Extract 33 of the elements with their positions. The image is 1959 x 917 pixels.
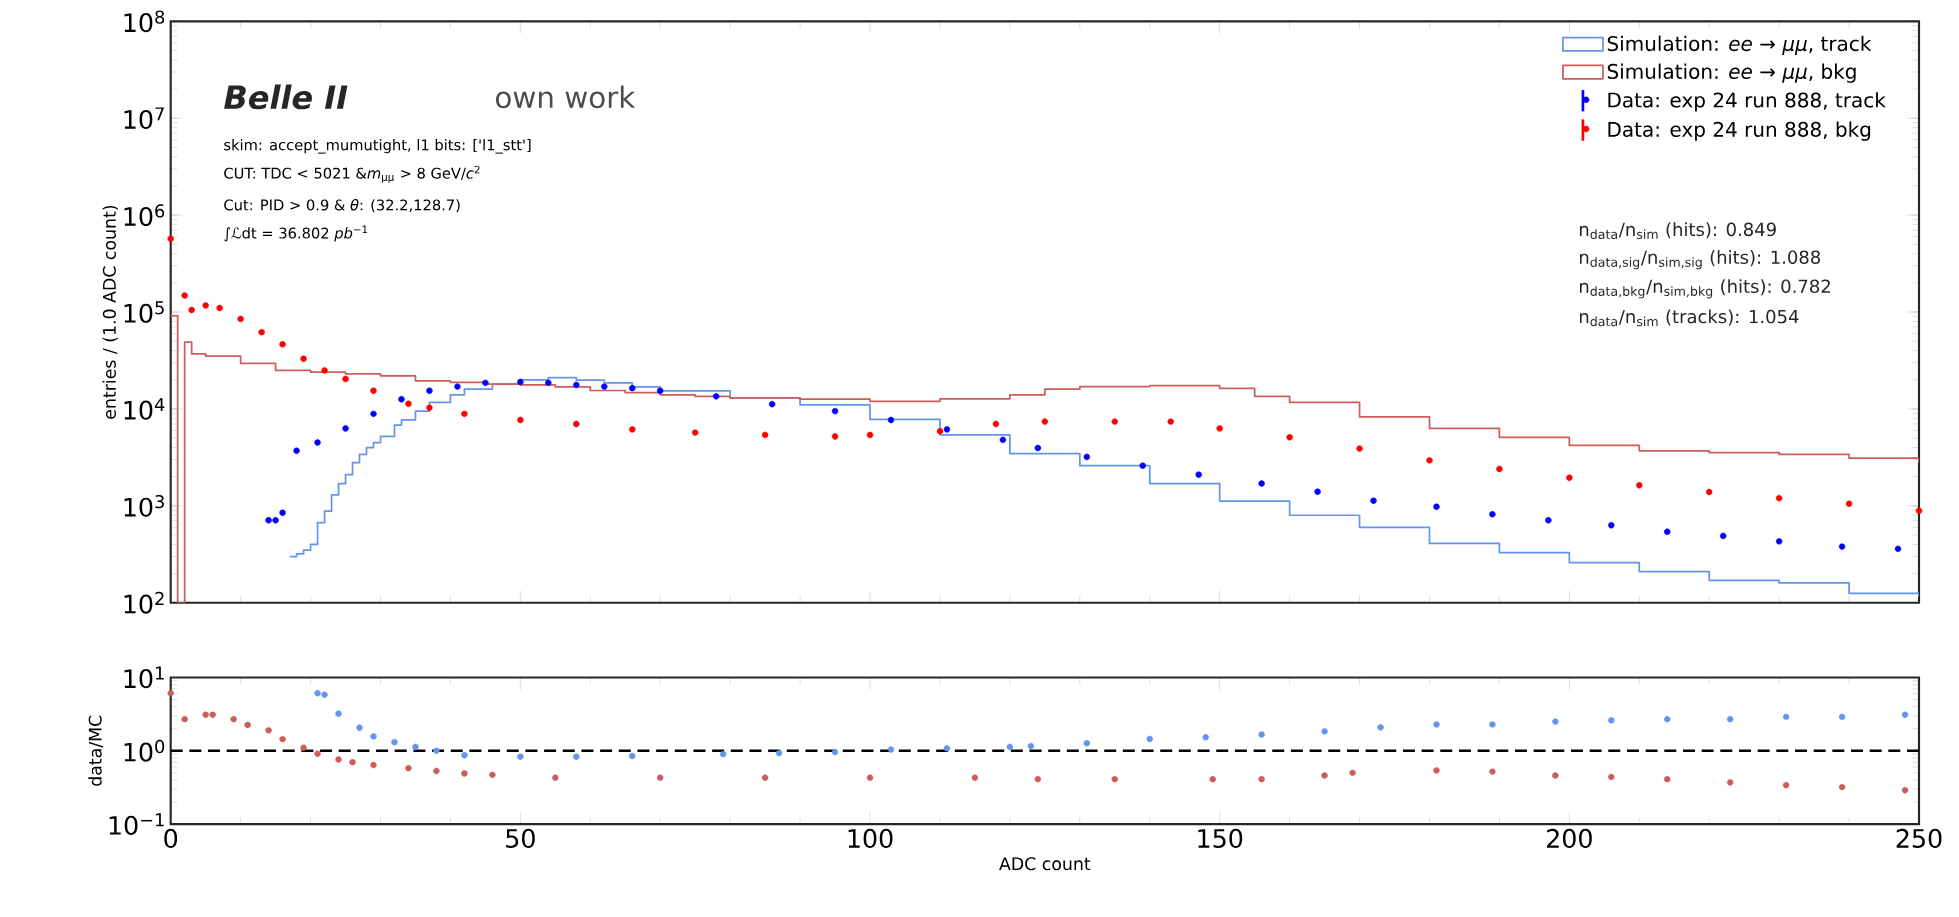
annotation: own work <box>496 85 636 109</box>
y-tick-label: 10$^{7}$ <box>124 107 164 129</box>
y-tick-label: 10$^{3}$ <box>124 494 164 517</box>
annotation: n$_{data}$/n$_{sim}$ (tracks): 1.054 <box>1579 309 1799 327</box>
annotation: Cut: PID > 0.9 & θ: (32.2,128.7) <box>224 198 460 212</box>
annotation: skim: accept_mumutight, l1 bits: ['l1_stt'] <box>224 138 531 154</box>
x-tick-label: 100 <box>848 828 893 848</box>
y-tick-label: 10$^{6}$ <box>124 203 165 226</box>
legend-label: Simulation: ee → μμ, bkg <box>1607 63 1856 83</box>
y-axis-title: data/MC <box>88 715 104 786</box>
y-tick-label: 10$^{1}$ <box>124 666 164 689</box>
y-tick-label: 10$^{5}$ <box>124 300 164 323</box>
legend-label: Data: exp 24 run 888, track <box>1608 91 1886 112</box>
x-axis-title: ADC count <box>999 856 1091 871</box>
annotation: CUT: TDC < 5021 &m$_{μμ}$ > 8 GeV/c$^{2}$ <box>224 165 480 183</box>
legend-label: Simulation: ee → μμ, track <box>1607 35 1872 55</box>
y-tick-label: 10$^{−1}$ <box>109 813 164 835</box>
x-tick-label: 150 <box>1198 828 1243 848</box>
x-tick-label: 50 <box>506 828 535 848</box>
annotation: n$_{data}$/n$_{sim}$ (hits): 0.849 <box>1579 222 1776 239</box>
y-axis-title: entries / (1.0 ADC count) <box>102 205 118 419</box>
annotation: n$_{data,sig}$/n$_{sim,sig}$ (hits): 1.088 <box>1579 249 1821 270</box>
y-tick-label: 10$^{0}$ <box>124 739 165 762</box>
annotation: n$_{data,bkg}$/n$_{sim,bkg}$ (hits): 0.782 <box>1579 278 1830 299</box>
x-tick-label: 250 <box>1896 828 1942 848</box>
x-tick-label: 200 <box>1547 828 1592 848</box>
y-tick-label: 10$^{4}$ <box>124 397 165 420</box>
y-tick-label: 10$^{8}$ <box>124 10 165 33</box>
annotation: ∫ℒdt = 36.802 pb$^{−1}$ <box>224 225 368 242</box>
legend-label: Data: exp 24 run 888, bkg <box>1608 121 1871 141</box>
annotation: Belle II <box>224 84 348 110</box>
y-tick-label: 10$^{2}$ <box>124 591 164 614</box>
x-tick-label: 0 <box>164 828 178 848</box>
